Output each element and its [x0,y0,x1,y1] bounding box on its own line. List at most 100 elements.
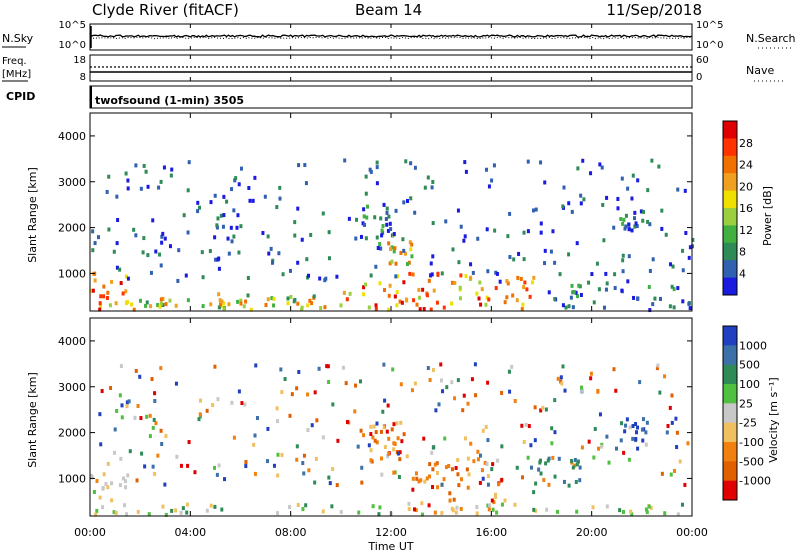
data-pixel [656,363,660,368]
data-pixel [296,260,300,265]
data-pixel [373,438,377,443]
data-pixel [145,300,149,305]
data-pixel [634,421,638,426]
data-pixel [375,235,379,240]
data-pixel [395,421,399,426]
data-pixel [687,301,691,306]
data-pixel [591,505,595,510]
data-pixel [186,298,190,303]
data-pixel [627,222,631,227]
data-pixel [305,257,309,262]
data-pixel [199,398,203,403]
data-pixel [605,281,609,286]
data-pixel [494,270,498,275]
colorbar-tick-label: 1000 [739,339,767,352]
data-pixel [219,302,223,307]
data-pixel [484,302,488,307]
data-pixel [222,213,226,218]
data-pixel [627,227,631,232]
data-pixel [198,412,202,417]
data-pixel [534,508,538,513]
data-pixel [670,420,674,425]
beam-title: Beam 14 [355,1,422,19]
data-pixel [139,416,143,421]
data-pixel [539,160,543,165]
data-pixel [244,460,248,465]
data-pixel [154,249,158,254]
data-pixel [272,463,276,468]
data-pixel [384,216,388,221]
data-pixel [144,169,148,174]
data-pixel [523,280,527,285]
data-pixel [383,398,387,403]
data-pixel [161,303,165,308]
data-pixel [278,196,282,201]
data-pixel [239,224,243,229]
data-pixel [605,434,609,439]
data-pixel [359,428,363,433]
data-pixel [476,236,480,241]
nsearch-tick-top: 10^5 [696,20,723,31]
data-pixel [402,248,406,253]
data-pixel [465,467,469,472]
data-pixel [138,298,142,303]
data-pixel [409,196,413,201]
data-pixel [236,213,240,218]
data-pixel [639,209,643,214]
data-pixel [450,301,454,306]
data-pixel [521,475,525,480]
data-pixel [237,250,241,255]
data-pixel [516,275,520,280]
data-pixel [429,261,433,266]
data-pixel [641,209,645,214]
data-pixel [253,175,257,180]
data-pixel [378,281,382,286]
data-pixel [220,507,224,512]
colorbar-tick-label: 28 [739,137,753,150]
data-pixel [263,194,267,199]
data-pixel [93,278,97,283]
data-pixel [658,390,662,395]
data-pixel [399,250,403,255]
data-pixel [532,490,536,495]
data-pixel [488,503,492,508]
data-pixel [237,182,241,187]
data-pixel [382,362,386,367]
data-pixel [159,297,163,302]
data-pixel [575,462,579,467]
velocity-colorbar: 1000 500 100 25 -25 -100 -500 -1000 [722,325,771,501]
data-pixel [436,485,440,490]
data-pixel [124,479,128,484]
data-pixel [302,453,306,458]
data-pixel [411,487,415,492]
data-pixel [209,302,213,307]
colorbar-frame [722,325,738,501]
colorbar-tick-label: -500 [739,455,764,468]
data-pixel [435,300,439,305]
data-pixel [343,158,347,163]
data-pixel [168,298,172,303]
data-pixel [261,231,265,236]
x-tick-label: 00:00 [676,526,708,539]
data-pixel [367,443,371,448]
data-pixel [622,450,626,455]
data-pixel [170,167,174,172]
data-pixel [480,287,484,292]
data-pixel [428,378,432,383]
data-pixel [104,482,108,487]
data-pixel [570,209,574,214]
colorbar-swatch [723,403,737,424]
data-pixel [625,417,629,422]
data-pixel [354,383,358,388]
data-pixel [232,208,236,213]
data-pixel [487,507,491,512]
data-pixel [687,255,691,260]
data-pixel [187,440,191,445]
data-pixel [553,398,557,403]
data-pixel [573,457,577,462]
data-pixel [374,430,378,435]
data-pixel [668,405,672,410]
data-pixel [562,479,566,484]
data-pixel [574,290,578,295]
data-pixel [407,506,411,511]
